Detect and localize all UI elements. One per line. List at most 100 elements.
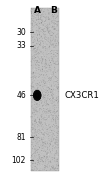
Point <box>41 116 42 119</box>
Point <box>49 144 50 147</box>
Point <box>42 79 44 82</box>
Point <box>55 152 57 155</box>
Point <box>45 16 47 18</box>
Point <box>39 118 40 120</box>
Point <box>38 152 40 155</box>
Point <box>49 29 51 32</box>
Text: 102: 102 <box>12 156 26 165</box>
Point <box>32 162 34 165</box>
Point <box>36 24 38 26</box>
Point <box>41 116 43 119</box>
Point <box>49 86 50 89</box>
Point <box>49 143 51 146</box>
Point <box>44 96 45 99</box>
Point <box>52 80 53 82</box>
Point <box>40 73 41 76</box>
Point <box>43 18 45 20</box>
Point <box>45 59 46 62</box>
Point <box>36 154 38 157</box>
Point <box>38 34 40 37</box>
Ellipse shape <box>36 94 38 97</box>
Point <box>31 43 32 46</box>
Point <box>48 97 50 100</box>
Point <box>47 109 49 112</box>
Point <box>47 165 48 168</box>
Point <box>30 161 32 164</box>
Point <box>38 89 40 92</box>
Point <box>34 133 36 135</box>
Point <box>32 112 34 115</box>
Point <box>47 85 49 88</box>
Point <box>47 50 49 52</box>
Point <box>33 20 34 23</box>
Point <box>46 26 48 29</box>
Point <box>41 125 42 128</box>
Point <box>43 80 45 82</box>
Point <box>41 68 43 70</box>
Point <box>34 8 36 11</box>
Point <box>54 134 56 137</box>
Point <box>52 10 54 13</box>
Point <box>49 37 51 40</box>
Point <box>49 42 51 45</box>
Point <box>49 43 51 45</box>
Point <box>47 106 49 109</box>
Point <box>38 111 40 113</box>
Point <box>51 67 52 70</box>
Point <box>35 92 37 95</box>
Point <box>46 72 48 75</box>
Point <box>41 61 43 64</box>
Point <box>50 130 51 133</box>
Point <box>43 133 44 136</box>
Point <box>42 9 44 12</box>
Point <box>49 46 50 48</box>
Point <box>44 145 46 148</box>
Point <box>56 104 58 107</box>
Point <box>36 115 37 118</box>
Point <box>45 59 46 62</box>
Point <box>54 13 56 16</box>
Point <box>41 15 43 17</box>
Point <box>32 145 34 148</box>
Point <box>30 33 32 36</box>
Point <box>30 85 32 87</box>
Point <box>40 120 41 122</box>
Point <box>47 112 49 115</box>
Point <box>48 36 49 39</box>
Point <box>43 66 44 69</box>
Point <box>41 140 43 142</box>
Point <box>35 66 36 69</box>
Point <box>46 32 47 34</box>
Point <box>48 11 50 14</box>
Point <box>30 91 32 94</box>
Point <box>37 34 38 37</box>
Point <box>36 150 38 152</box>
Point <box>54 121 56 124</box>
Point <box>55 39 56 42</box>
Point <box>30 21 32 23</box>
Point <box>42 58 44 61</box>
Point <box>48 92 50 95</box>
Point <box>38 140 40 142</box>
Point <box>56 125 58 127</box>
Point <box>41 136 42 138</box>
Ellipse shape <box>34 91 41 100</box>
Point <box>46 55 47 58</box>
Point <box>36 18 38 21</box>
Point <box>57 85 59 88</box>
Point <box>32 85 34 88</box>
Point <box>52 16 54 19</box>
Point <box>43 117 44 120</box>
Point <box>40 9 42 12</box>
Point <box>37 148 38 151</box>
Point <box>33 149 34 152</box>
Point <box>50 168 52 171</box>
Point <box>49 45 51 48</box>
Point <box>35 46 36 49</box>
Point <box>49 97 51 100</box>
Point <box>49 30 51 32</box>
Point <box>53 56 54 59</box>
Point <box>35 133 37 136</box>
Point <box>34 18 36 21</box>
Point <box>31 26 33 29</box>
